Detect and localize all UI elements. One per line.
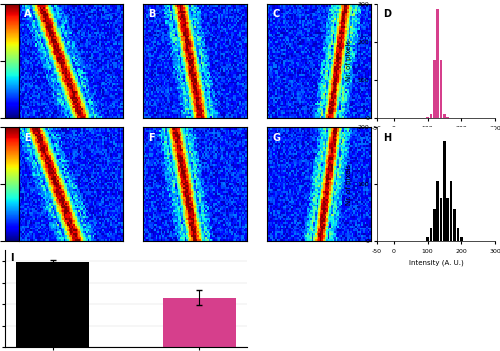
Bar [440,60,442,118]
Y-axis label: Nr. of pixels: Nr. of pixels [346,164,352,205]
Bar [162,298,236,351]
Bar [426,237,429,241]
Text: I: I [10,253,14,263]
X-axis label: Intensity (A. U.): Intensity (A. U.) [408,260,464,266]
Bar [453,209,456,241]
Bar [436,9,439,118]
X-axis label: Intensity (A. U.): Intensity (A. U.) [408,136,464,143]
Bar [443,141,446,241]
Bar [440,198,442,241]
Bar [430,114,432,118]
Text: A: A [24,9,32,19]
Text: B: B [148,9,156,19]
Bar [436,180,439,241]
Text: E: E [24,133,31,143]
Bar [433,60,436,118]
Bar [450,180,452,241]
Bar [426,117,429,118]
Text: H: H [383,133,391,143]
Bar [443,114,446,118]
Bar [433,209,436,241]
Text: G: G [272,133,280,143]
Bar [446,198,449,241]
Bar [430,228,432,241]
Text: C: C [272,9,280,19]
Bar [446,117,449,118]
Text: D: D [383,9,391,19]
Text: F: F [148,133,155,143]
Bar [456,228,459,241]
Y-axis label: Nr. of pixels: Nr. of pixels [346,40,352,81]
Bar [16,262,90,351]
Bar [460,237,462,241]
